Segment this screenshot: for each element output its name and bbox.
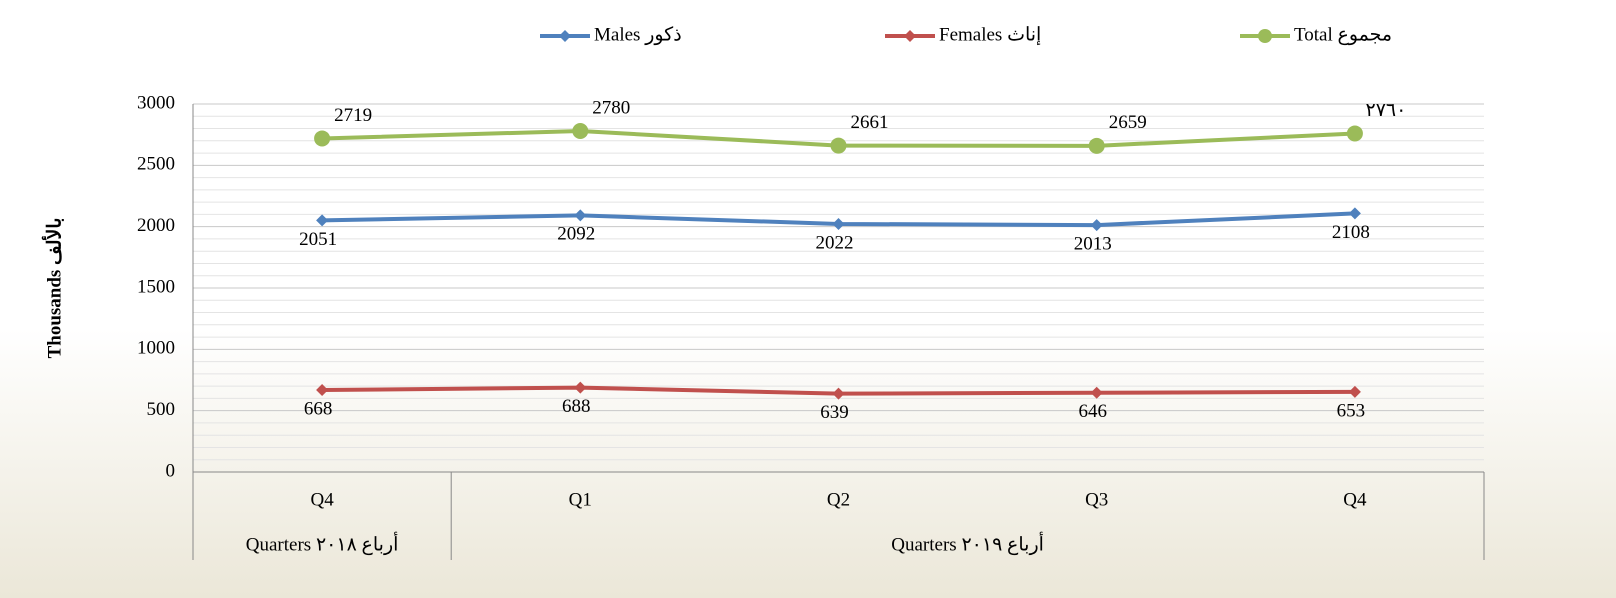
point xyxy=(832,387,845,400)
legend-label: Males ذكور xyxy=(594,24,682,45)
x-tick-label: Q4 xyxy=(310,489,334,510)
data-label: 668 xyxy=(304,398,333,419)
data-label: 2659 xyxy=(1109,112,1147,133)
y-tick-label: 1000 xyxy=(137,338,175,359)
data-label: 646 xyxy=(1078,401,1107,422)
data-label: 639 xyxy=(820,402,849,423)
point xyxy=(1258,29,1272,43)
y-tick-label: 0 xyxy=(166,460,176,481)
y-tick-label: 2000 xyxy=(137,215,175,236)
data-label: 2092 xyxy=(557,224,595,245)
y-tick-label: 3000 xyxy=(137,92,175,113)
data-label: 2022 xyxy=(816,232,854,253)
point xyxy=(904,30,916,42)
data-label: 2780 xyxy=(592,97,630,118)
y-tick-label: 1500 xyxy=(137,276,175,297)
point xyxy=(559,30,571,42)
point xyxy=(1090,219,1103,232)
y-tick-label: 500 xyxy=(147,399,176,420)
data-label: 653 xyxy=(1337,400,1366,421)
point xyxy=(574,381,587,394)
point xyxy=(1348,385,1361,398)
x-tick-label: Q4 xyxy=(1343,489,1367,510)
point xyxy=(1346,125,1363,142)
x-tick-label: Q1 xyxy=(569,489,592,510)
point xyxy=(316,214,329,227)
data-label: 2051 xyxy=(299,229,337,250)
point xyxy=(1348,207,1361,220)
y-tick-label: 2500 xyxy=(137,154,175,175)
point xyxy=(572,122,589,139)
y-axis-label: Thousands بالألف xyxy=(41,218,65,359)
x-tick-label: Q3 xyxy=(1085,489,1108,510)
point xyxy=(574,209,587,222)
point xyxy=(832,217,845,230)
data-label: 2661 xyxy=(851,112,889,133)
x-tick-label: Q2 xyxy=(827,489,850,510)
group-label: Quarters أرباع ٢٠١٨ xyxy=(246,530,399,555)
point xyxy=(316,384,329,397)
data-label: 2013 xyxy=(1074,233,1112,254)
legend-label: Total مجموع xyxy=(1294,24,1392,45)
data-label: ٢٧٦٠ xyxy=(1365,100,1406,121)
data-label: 688 xyxy=(562,396,591,417)
point xyxy=(830,137,847,154)
data-label: 2108 xyxy=(1332,222,1370,243)
point xyxy=(1088,137,1105,154)
legend-label: Females إناث xyxy=(939,24,1041,45)
point xyxy=(1090,386,1103,399)
point xyxy=(314,130,331,147)
group-label: Quarters أرباع ٢٠١٩ xyxy=(891,530,1044,555)
data-label: 2719 xyxy=(334,105,372,126)
